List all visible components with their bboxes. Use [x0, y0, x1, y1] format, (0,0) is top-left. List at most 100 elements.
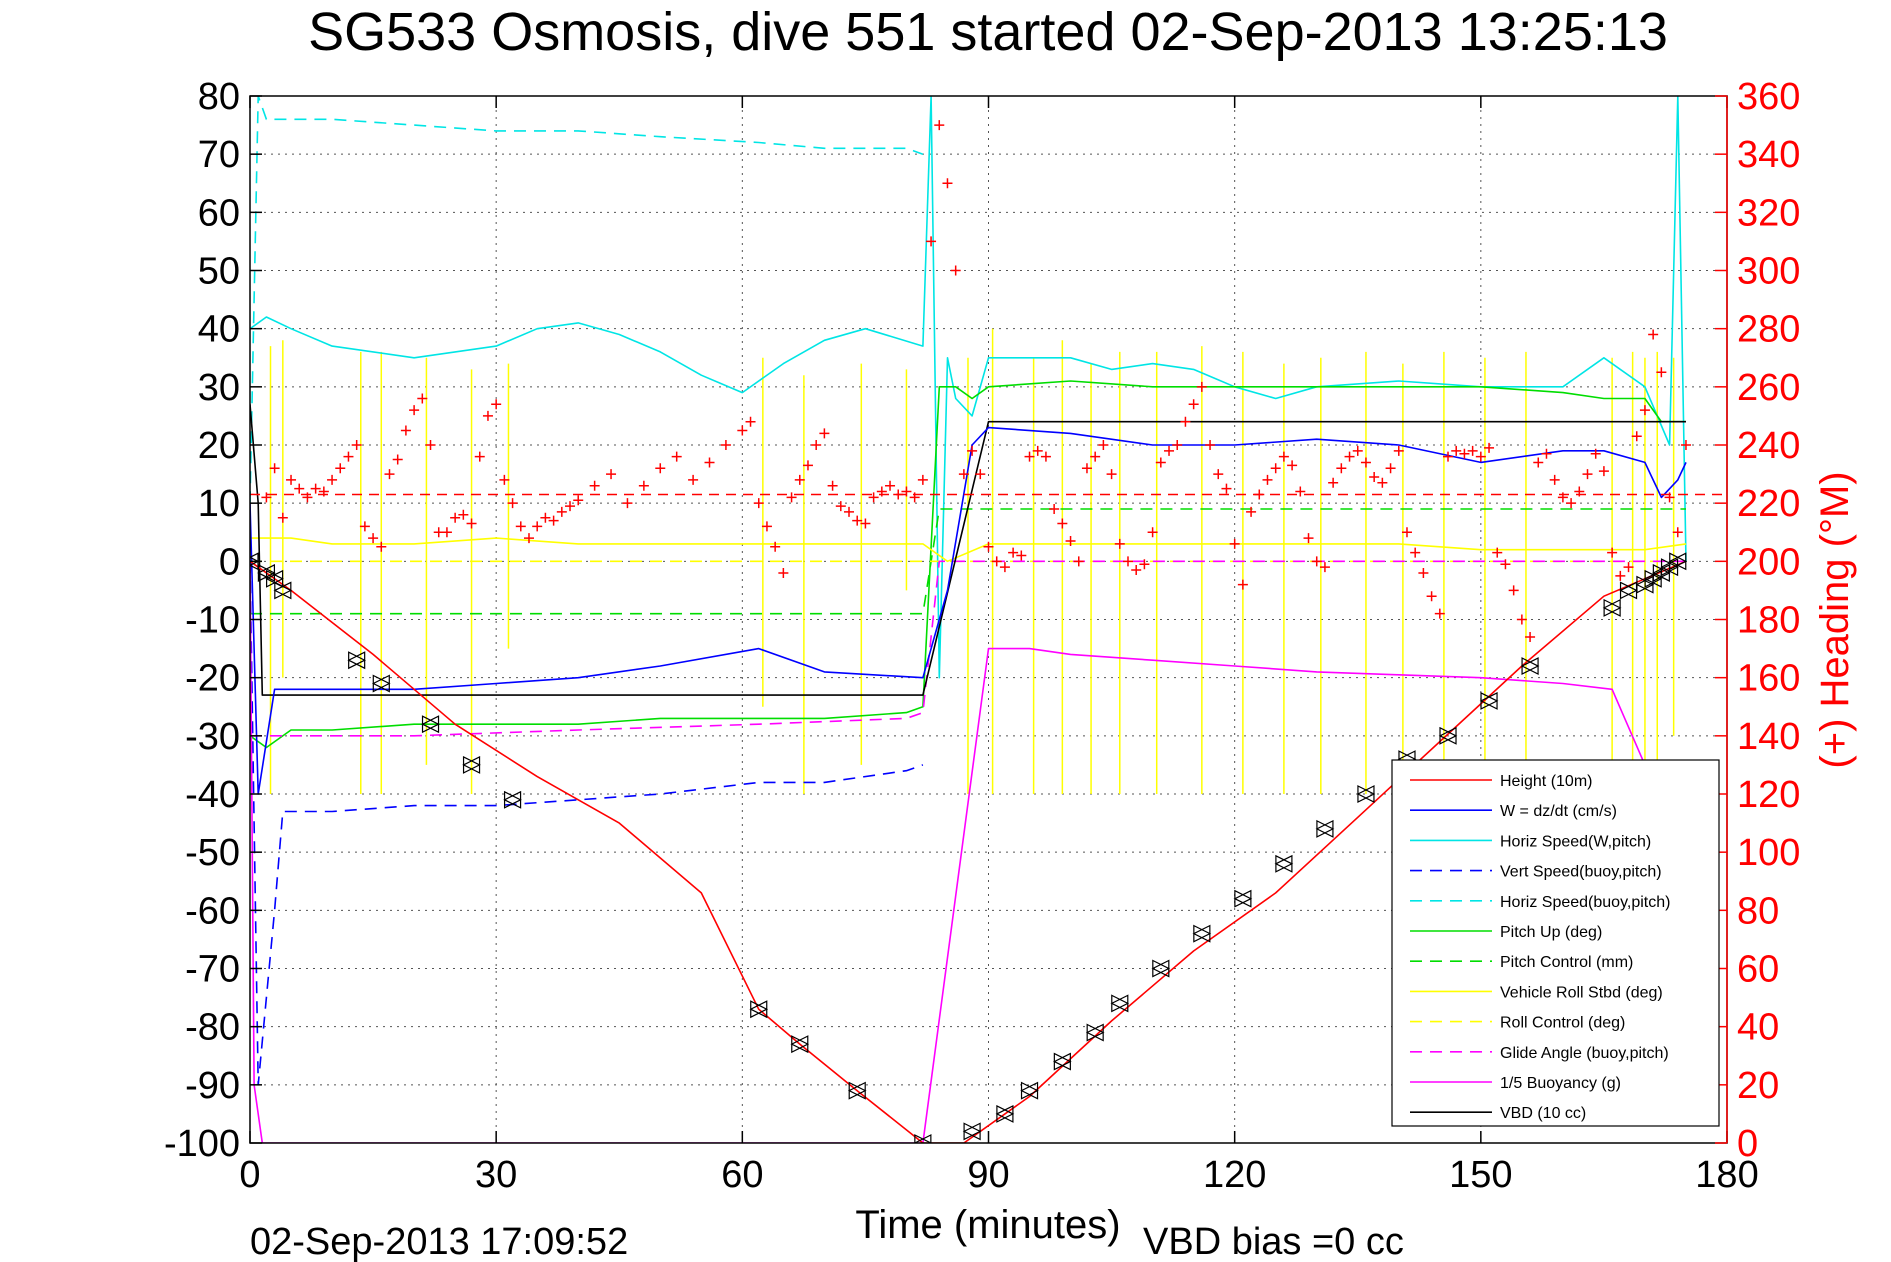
heading-point: [901, 486, 912, 497]
heading-point: [1254, 489, 1265, 500]
depth-marker: [790, 1035, 810, 1054]
heading-point: [1598, 466, 1609, 477]
depth-marker: [273, 581, 293, 600]
x-tick-label: 30: [475, 1154, 517, 1196]
heading-point: [368, 533, 379, 544]
heading-point: [1155, 457, 1166, 468]
y-tick-label: 0: [219, 541, 240, 583]
heading-point: [1533, 457, 1544, 468]
heading-point: [327, 474, 338, 485]
heading-point: [999, 562, 1010, 573]
y2-tick-label: 60: [1737, 949, 1779, 991]
heading-point: [1164, 445, 1175, 456]
heading-point: [606, 469, 617, 480]
heading-point: [819, 428, 830, 439]
depth-marker: [1520, 657, 1540, 676]
legend-box: [1391, 759, 1720, 1127]
heading-point: [1049, 503, 1060, 514]
depth-marker: [1085, 1023, 1105, 1042]
y-tick-label: -30: [185, 716, 240, 758]
depth-marker: [1602, 598, 1622, 617]
heading-point: [1008, 547, 1019, 558]
heading-point: [1114, 538, 1125, 549]
heading-point: [1615, 570, 1626, 581]
depth-marker: [421, 715, 440, 734]
x-axis-ticks: 0 30 60 90 120 150 180: [239, 96, 1759, 1196]
heading-point: [1525, 631, 1536, 642]
heading-point: [1377, 477, 1388, 488]
heading-point: [1237, 579, 1248, 590]
heading-point: [1492, 547, 1503, 558]
heading-point: [1229, 538, 1240, 549]
heading-point: [761, 521, 772, 532]
heading-point: [1188, 399, 1199, 410]
legend-label: Height (10m): [1500, 773, 1592, 790]
y-tick-label: -70: [185, 949, 240, 991]
y-tick-label: -80: [185, 1007, 240, 1049]
heading-point: [1328, 477, 1339, 488]
series-glide-angle-buoy-pitch: [250, 560, 1686, 737]
y2-tick-label: 160: [1737, 658, 1800, 700]
y-tick-label: -60: [185, 890, 240, 932]
y-tick-label: -90: [185, 1065, 240, 1107]
heading-point: [1278, 451, 1289, 462]
heading-point: [704, 457, 715, 468]
heading-point: [942, 178, 953, 189]
heading-point: [1500, 559, 1511, 570]
heading-point: [1574, 486, 1585, 497]
heading-point: [286, 474, 297, 485]
series-1-5-buoyancy-g: [250, 561, 1686, 1143]
heading-point: [458, 509, 469, 520]
heading-point: [1262, 474, 1273, 485]
heading-point: [638, 480, 649, 491]
heading-point: [523, 533, 534, 544]
heading-point: [565, 501, 576, 512]
y2-tick-label: 300: [1737, 251, 1800, 293]
legend-label: Glide Angle (buoy,pitch): [1500, 1045, 1669, 1062]
y2-tick-label: 240: [1737, 425, 1800, 467]
heading-point: [1541, 448, 1552, 459]
heading-point: [852, 515, 863, 526]
heading-point: [1557, 492, 1568, 503]
chart-title: SG533 Osmosis, dive 551 started 02-Sep-2…: [308, 2, 1668, 62]
heading-point: [409, 405, 420, 416]
y-tick-label: 80: [198, 76, 240, 118]
heading-point: [1418, 567, 1429, 578]
heading-point: [441, 527, 452, 538]
series-w-dz-dt-cm-s: [250, 426, 1687, 795]
heading-point: [1484, 442, 1495, 453]
heading-point: [1098, 440, 1109, 450]
heading-point: [1648, 329, 1659, 340]
y2-tick-label: 260: [1737, 367, 1800, 409]
depth-marker: [1619, 581, 1638, 600]
legend-label: Roll Control (deg): [1500, 1015, 1625, 1032]
heading-point: [1122, 556, 1133, 567]
heading-point: [343, 451, 354, 462]
heading-point: [1582, 469, 1593, 480]
heading-point: [655, 463, 666, 474]
y2-axis-label: (+) Heading (°M): [1813, 471, 1857, 768]
heading-point: [482, 410, 493, 421]
heading-point: [384, 469, 395, 480]
series-vehicle-roll-stbd-deg: [250, 537, 1687, 563]
y2-tick-label: 120: [1737, 774, 1800, 816]
heading-point: [622, 498, 633, 509]
x-axis-label: Time (minutes): [855, 1203, 1120, 1247]
heading-point: [277, 512, 288, 523]
heading-point: [573, 495, 584, 506]
heading-point: [893, 489, 904, 500]
heading-point: [827, 480, 838, 491]
heading-point: [1221, 483, 1232, 494]
y2-tick-label: 20: [1737, 1065, 1779, 1107]
heading-point: [737, 425, 748, 436]
heading-point: [269, 463, 280, 474]
heading-point: [1451, 445, 1462, 456]
legend-label: Pitch Control (mm): [1500, 954, 1633, 971]
heading-point: [1443, 451, 1454, 462]
heading-point: [1344, 451, 1355, 462]
heading-point: [1287, 460, 1298, 471]
series-vbd-10-cc: [250, 404, 1686, 696]
heading-point: [540, 512, 551, 523]
depth-marker: [1053, 1052, 1072, 1071]
